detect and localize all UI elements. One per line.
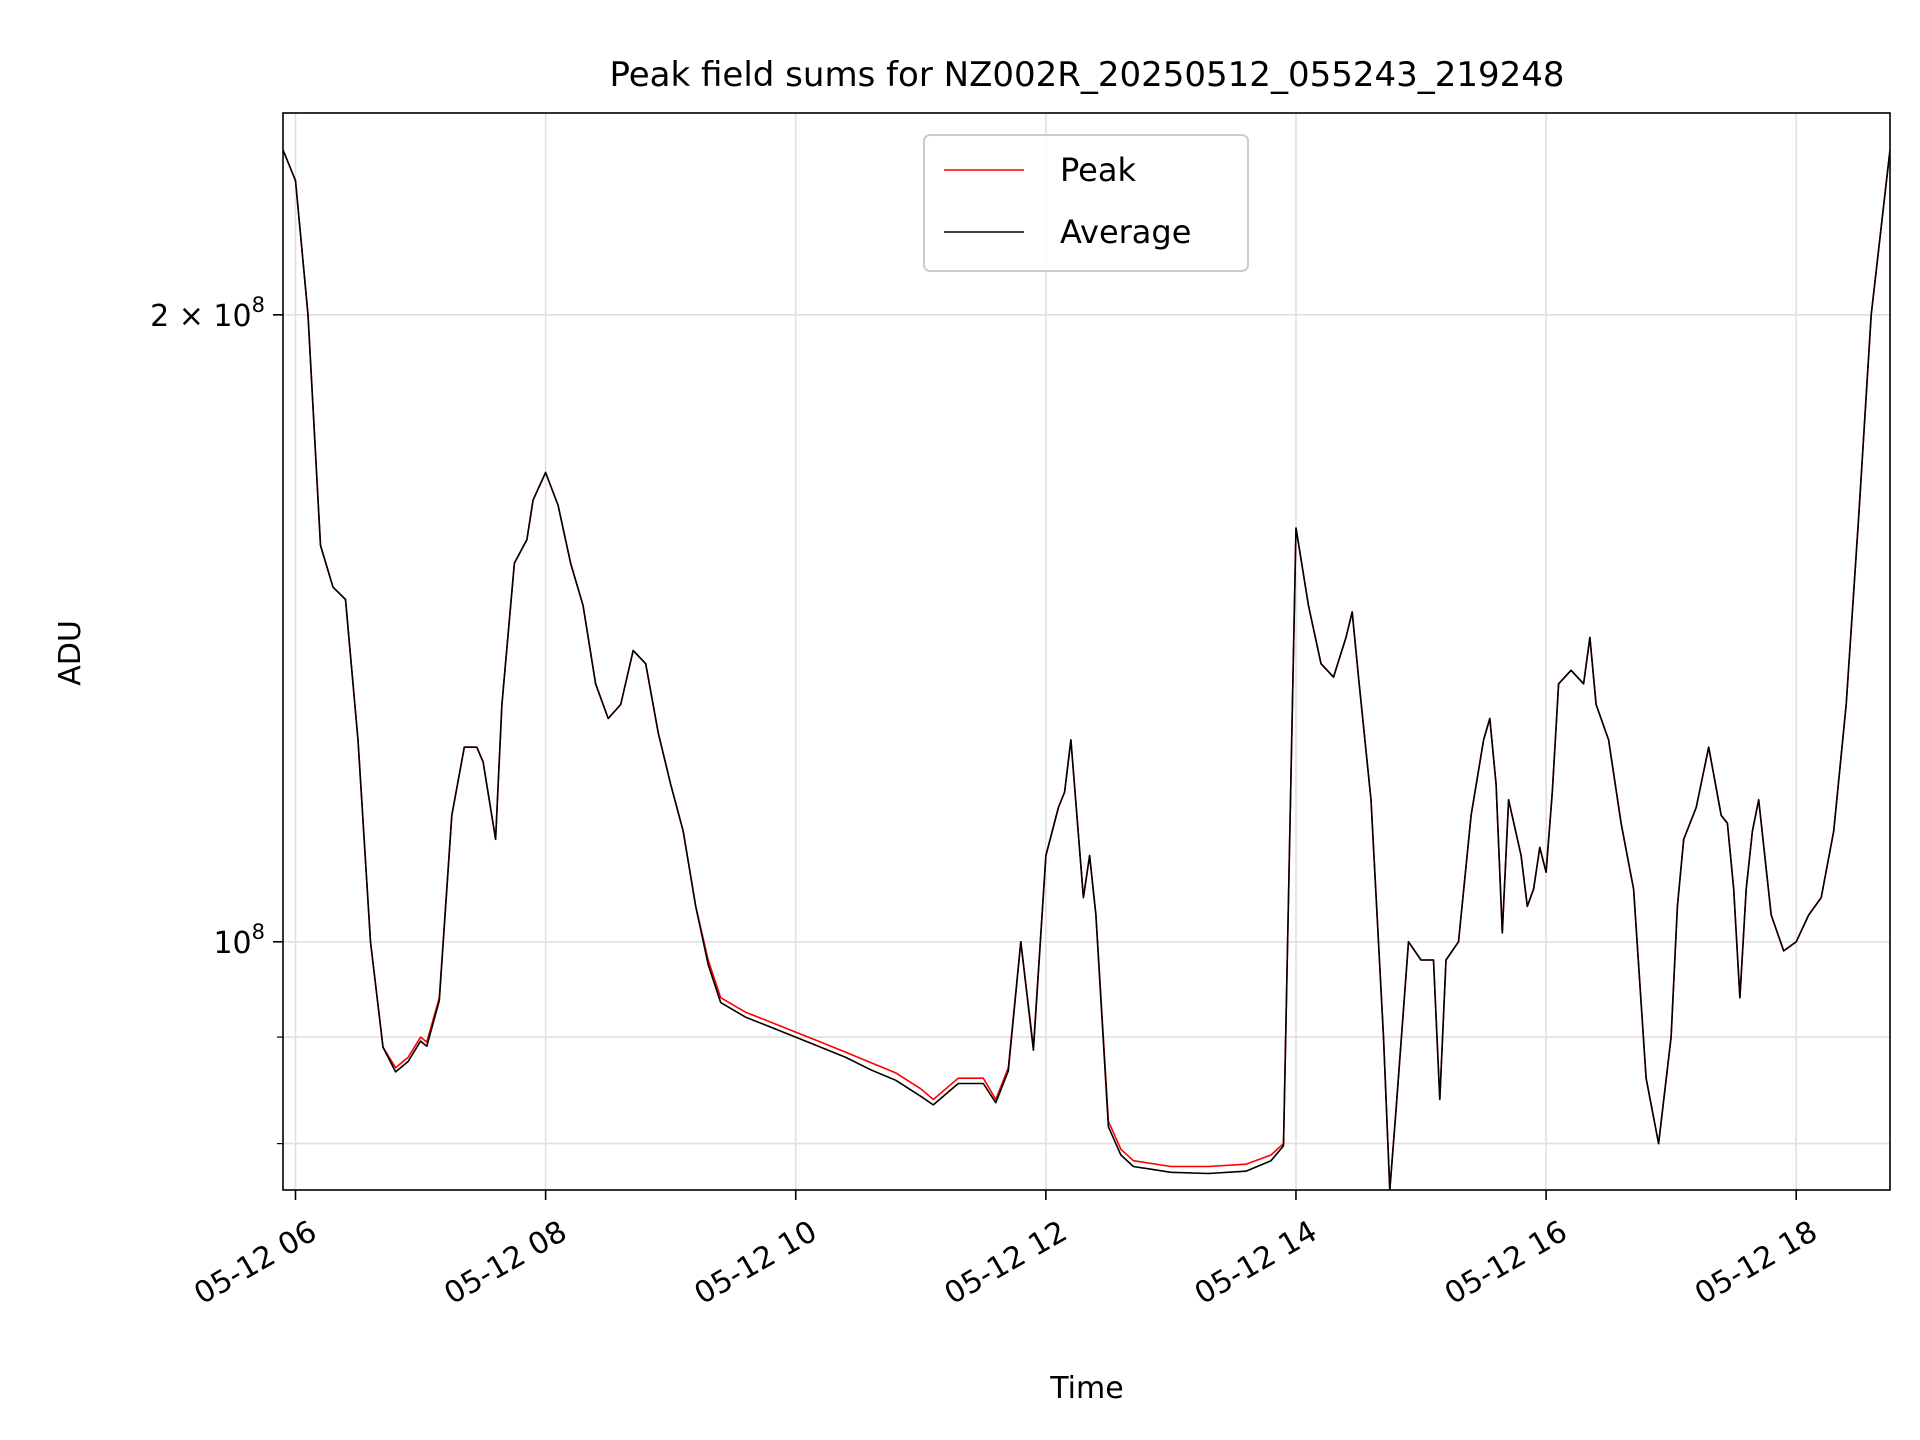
x-axis-label: Time	[1049, 1371, 1123, 1406]
grid	[283, 113, 1890, 1190]
chart-title: Peak field sums for NZ002R_20250512_0552…	[609, 55, 1564, 95]
legend-label-average: Average	[1060, 213, 1191, 251]
legend-label-peak: Peak	[1060, 151, 1136, 189]
series-line-average	[283, 149, 1890, 1190]
y-tick-label: 2 × 108	[150, 293, 265, 334]
y-axis-label: ADU	[53, 620, 88, 686]
plot-frame	[282, 112, 1891, 1191]
legend: Peak Average	[923, 134, 1249, 272]
y-tick-label: 108	[213, 920, 265, 961]
legend-box	[923, 134, 1249, 272]
series-layer	[283, 149, 1890, 1190]
